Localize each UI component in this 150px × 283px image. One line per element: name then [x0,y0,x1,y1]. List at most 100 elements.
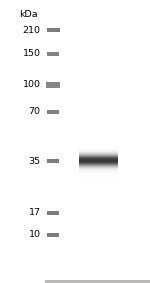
Bar [45,281,150,282]
Bar [45,281,150,282]
Bar [45,281,150,283]
Bar [45,281,150,282]
Bar [45,281,150,282]
Bar [45,280,150,282]
Bar [45,282,150,283]
Bar [45,282,150,283]
Text: kDa: kDa [19,10,38,19]
Bar [45,280,150,282]
Bar [45,280,150,282]
Bar [45,281,150,282]
Bar [47,28,60,32]
Bar [45,280,150,282]
Bar [45,281,150,283]
Bar [45,281,150,282]
Bar [45,281,150,282]
Bar [45,280,150,282]
Bar [45,281,150,282]
Bar [45,281,150,282]
Bar [45,280,150,282]
Bar [45,281,150,283]
Bar [45,282,150,283]
Bar [45,282,150,283]
Bar [45,281,150,283]
Bar [45,281,150,282]
Bar [45,281,150,282]
Bar [45,281,150,283]
Bar [45,281,150,283]
Bar [45,281,150,282]
Bar [45,281,150,283]
Bar [45,281,150,283]
Bar [45,281,150,282]
Bar [45,280,150,282]
Bar [45,281,150,283]
Bar [45,281,150,282]
Bar [45,281,150,282]
Bar [45,281,150,282]
Text: 35: 35 [28,157,40,166]
Bar [47,52,59,55]
Text: 17: 17 [28,208,40,217]
Bar [45,282,150,283]
Bar [45,281,150,282]
Bar [45,281,150,283]
Bar [45,280,150,282]
Bar [45,280,150,282]
Bar [45,280,150,282]
Bar [45,281,150,283]
Bar [45,282,150,283]
Bar [45,281,150,283]
Bar [45,280,150,282]
Bar [45,280,150,282]
Bar [45,282,150,283]
Text: 150: 150 [22,49,40,58]
Bar [45,281,150,283]
Bar [45,281,150,283]
Bar [45,281,150,283]
Bar [45,282,150,283]
Bar [45,280,150,282]
Bar [45,281,150,283]
Bar [45,281,150,282]
Bar [45,282,150,283]
Bar [45,281,150,282]
Bar [45,281,150,282]
Bar [45,281,150,282]
Bar [45,281,150,282]
Bar [45,281,150,283]
Bar [45,280,150,282]
Bar [45,281,150,282]
Bar [45,281,150,282]
Bar [45,281,150,282]
Bar [45,281,150,283]
Bar [45,281,150,283]
Bar [45,280,150,282]
Bar [45,281,150,283]
Bar [45,281,150,282]
Bar [45,281,150,282]
Bar [0,0,45,283]
Bar [45,280,150,282]
Bar [45,281,150,282]
Bar [45,281,150,282]
Bar [45,282,150,283]
Bar [45,280,150,282]
Bar [47,110,59,113]
Bar [45,281,150,282]
Bar [45,280,150,282]
Bar [45,281,150,282]
Bar [45,281,150,282]
Bar [45,281,150,282]
Bar [45,282,150,283]
Bar [45,282,150,283]
Bar [45,280,150,282]
Bar [45,281,150,282]
Bar [45,280,150,282]
Bar [45,281,150,282]
Bar [45,281,150,282]
Bar [45,281,150,283]
Bar [45,281,150,283]
Bar [45,281,150,283]
Text: 70: 70 [28,107,40,116]
